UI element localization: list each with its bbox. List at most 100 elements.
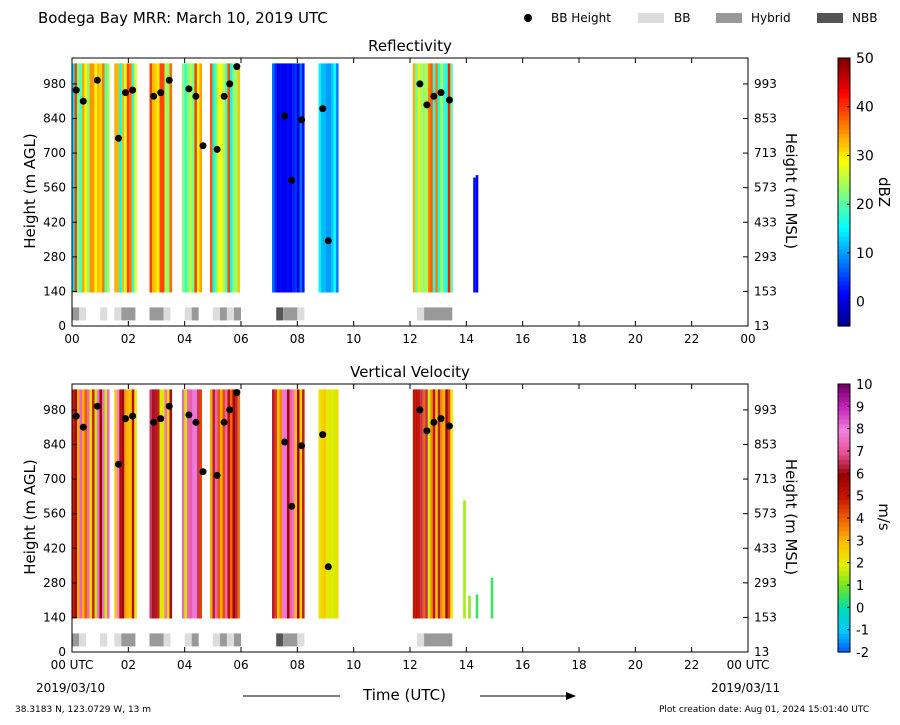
reflectivity-colorbar-segment	[838, 58, 850, 64]
reflectivity-data-column	[97, 63, 100, 293]
reflectivity-data-column	[333, 63, 337, 293]
reflectivity-y-tick-label: 420	[43, 215, 66, 229]
velocity-data-column	[164, 389, 168, 619]
reflectivity-data-column	[152, 63, 155, 293]
velocity-colorbar-segment	[838, 455, 850, 461]
velocity-colorbar-segment	[838, 433, 850, 439]
velocity-data-column	[212, 389, 216, 619]
velocity-colorbar-segment	[838, 468, 850, 474]
velocity-colorbar-segment	[838, 593, 850, 599]
reflectivity-data-column	[89, 63, 93, 293]
reflectivity-data-column	[72, 63, 75, 293]
velocity-data-column	[468, 595, 471, 619]
velocity-bb-class-hybrid	[283, 633, 298, 647]
velocity-x-tick-label: 14	[459, 658, 474, 672]
reflectivity-colorbar-segment	[838, 209, 850, 215]
velocity-data-column	[184, 389, 187, 619]
velocity-data-column	[331, 389, 334, 619]
reflectivity-data-column	[297, 63, 300, 293]
reflectivity-data-column	[189, 63, 192, 293]
velocity-colorbar-segment	[838, 526, 850, 532]
velocity-colorbar-segment	[838, 643, 850, 649]
reflectivity-data-column	[222, 63, 226, 293]
reflectivity-colorbar-segment	[838, 187, 850, 193]
reflectivity-data-column	[272, 63, 275, 293]
reflectivity-data-column	[284, 63, 288, 293]
reflectivity-data-column	[74, 63, 78, 293]
reflectivity-title: Reflectivity	[368, 37, 452, 55]
legend-nbb-swatch	[817, 13, 843, 23]
velocity-y-tick-label-right: 433	[754, 541, 777, 555]
velocity-data-column	[159, 389, 163, 619]
reflectivity-data-column	[227, 63, 231, 293]
reflectivity-panel: 00 02 04 06 08 10 12 14 16 18 20 22 00 980 993 840 853 70…	[43, 57, 777, 346]
velocity-colorbar-segment	[838, 535, 850, 541]
velocity-data-column	[230, 389, 233, 619]
velocity-colorbar-segment	[838, 518, 850, 524]
velocity-colorbar-segment	[838, 571, 850, 577]
velocity-colorbar-segment	[838, 513, 850, 519]
velocity-colorbar-segment	[838, 482, 850, 488]
reflectivity-colorbar-segment	[838, 303, 850, 309]
reflectivity-bb-height-point	[281, 112, 289, 120]
velocity-data-column	[284, 389, 288, 619]
reflectivity-y-tick-label-right: 573	[754, 181, 777, 195]
velocity-y-tick-label: 840	[43, 438, 66, 452]
velocity-data-column	[72, 389, 75, 619]
velocity-colorbar-segment	[838, 415, 850, 421]
velocity-y-tick-label-right: 573	[754, 507, 777, 521]
velocity-data-column	[134, 389, 137, 619]
legend-hybrid-swatch	[716, 13, 742, 23]
reflectivity-colorbar-segment	[838, 276, 850, 282]
reflectivity-colorbar-segment	[838, 84, 850, 90]
velocity-colorbar-segment	[838, 638, 850, 644]
velocity-colorbar-segment	[838, 553, 850, 559]
reflectivity-colorbar-segment	[838, 241, 850, 247]
velocity-colorbar-segment	[838, 629, 850, 635]
reflectivity-data-column	[437, 63, 441, 293]
reflectivity-bb-height-point	[72, 86, 80, 94]
velocity-bb-height-point	[150, 418, 158, 426]
reflectivity-x-tick-label: 14	[459, 332, 474, 346]
reflectivity-data-column	[191, 63, 195, 293]
velocity-data-column	[149, 389, 153, 619]
velocity-colorbar-segment	[838, 602, 850, 608]
velocity-data-column	[225, 389, 228, 619]
velocity-bb-class-bb	[100, 633, 108, 647]
velocity-data-column	[227, 389, 231, 619]
reflectivity-colorbar-segment	[838, 147, 850, 153]
velocity-data-column	[87, 389, 90, 619]
reflectivity-bb-height-point	[79, 97, 87, 105]
reflectivity-colorbar-segment	[838, 218, 850, 224]
reflectivity-colorbar-segment	[838, 80, 850, 86]
reflectivity-colorbar-segment	[838, 89, 850, 95]
velocity-colorbar-segment	[838, 392, 850, 398]
velocity-bb-class-bb	[212, 633, 220, 647]
velocity-data-column	[232, 389, 236, 619]
reflectivity-colorbar-segment	[838, 294, 850, 300]
reflectivity-colorbar-segment	[838, 160, 850, 166]
velocity-data-column	[333, 389, 337, 619]
reflectivity-data-column	[435, 63, 438, 293]
velocity-bb-height-point	[93, 402, 101, 410]
reflectivity-bb-class-bb	[100, 307, 108, 321]
reflectivity-bb-height-point	[445, 96, 453, 104]
velocity-colorbar-segment	[838, 607, 850, 613]
reflectivity-colorbar-tick-label: 50	[856, 51, 874, 67]
reflectivity-bb-class-bb	[297, 307, 305, 321]
velocity-data-column	[432, 389, 436, 619]
reflectivity-data-column	[184, 63, 187, 293]
reflectivity-colorbar-segment	[838, 102, 850, 108]
reflectivity-y-tick-label-right: 433	[754, 215, 777, 229]
reflectivity-colorbar-segment	[838, 290, 850, 296]
velocity-bb-class-bb	[417, 633, 424, 647]
reflectivity-data-column	[199, 63, 202, 293]
velocity-colorbar-segment	[838, 428, 850, 434]
reflectivity-bb-class-hybrid	[149, 307, 164, 321]
reflectivity-data-column	[154, 63, 158, 293]
reflectivity-colorbar-segment	[838, 200, 850, 206]
velocity-data-column	[104, 389, 108, 619]
velocity-bb-class-hybrid	[149, 633, 164, 647]
reflectivity-data-column	[442, 63, 446, 293]
velocity-y-tick-label: 560	[43, 507, 66, 521]
